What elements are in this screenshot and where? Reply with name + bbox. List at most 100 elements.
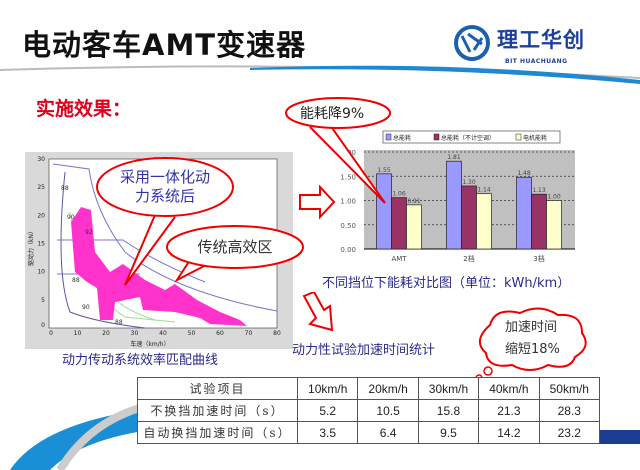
map-ytick: 25 [37, 184, 45, 191]
bar [476, 193, 492, 250]
table-row: 不换挡加速时间（s） 5.2 10.5 15.8 21.3 28.3 [137, 399, 601, 422]
table-header: 30km/h [417, 377, 480, 400]
bar [516, 176, 532, 250]
callout-old-text: 传统高效区 [197, 238, 273, 256]
table-header: 50km/h [538, 377, 601, 400]
map-ytick: 20 [37, 212, 45, 219]
legend-swatch [433, 133, 440, 141]
arrow-down-right-icon [302, 292, 334, 332]
cloud-callout-icon [471, 307, 587, 385]
contour-label: 88 [72, 277, 80, 284]
map-xtick: 50 [188, 330, 196, 337]
table-cell: 10.5 [357, 399, 419, 422]
legend-label: 电机能耗 [523, 134, 547, 142]
contour-label: 88 [61, 185, 69, 192]
map-xtick: 60 [216, 330, 224, 337]
callouts-map [96, 157, 304, 286]
table-cell: 28.3 [538, 399, 601, 422]
callout-energy-pointer [309, 124, 386, 204]
table-header: 20km/h [357, 377, 419, 400]
table-row: 自动换挡加速时间（s） 3.5 6.4 9.5 14.2 23.2 [137, 421, 601, 444]
logo-subtext: BIT HUACHUANG [505, 58, 568, 65]
data-label: 1.13 [532, 187, 546, 194]
map-xtick: 20 [102, 330, 110, 337]
data-label: 1.48 [517, 170, 531, 177]
cloud-callout-text: 加速时间 缩短18% [505, 317, 560, 361]
map-ytick: 0 [41, 322, 45, 329]
map-ytick: 5 [41, 297, 45, 304]
table-header: 40km/h [478, 377, 540, 400]
map-xtick: 70 [245, 330, 253, 337]
data-label: 1.55 [377, 167, 391, 174]
contour-label: 92 [85, 229, 93, 236]
accel-table: 试验项目 10km/h 20km/h 30km/h 40km/h 50km/h … [137, 377, 601, 444]
bar-chart-caption: 不同挡位下能耗对比图（单位：kWh/km） [322, 276, 571, 291]
table-cell: 9.5 [417, 421, 480, 444]
table-cell: 21.3 [478, 399, 540, 422]
x-tick-label: AMT [391, 255, 407, 263]
bar [461, 185, 477, 250]
callout-energy-text: 能耗降9% [300, 106, 365, 122]
cloud-line-1: 加速时间 [505, 320, 558, 335]
x-tick-label: 3档 [533, 254, 544, 263]
table-cell: 不换挡加速时间（s） [137, 399, 298, 422]
legend-label: 总能耗 [393, 134, 411, 142]
page-title: 电动客车AMT变速器 [22, 28, 307, 62]
y-tick-label: 0.50 [340, 222, 356, 230]
logo-text: 理工华创 [497, 28, 585, 52]
callout-old-bubble [166, 225, 304, 269]
efficiency-curve [57, 239, 206, 283]
contour-label: 88 [115, 319, 123, 326]
data-label: 1.06 [392, 191, 406, 198]
efficiency-map: 0 10 20 30 40 50 60 70 80 0 5 10 15 20 25 30 车速（km/h） 驱… [25, 152, 293, 349]
section-title: 实施效果： [36, 98, 132, 120]
callout-new-pointer [124, 214, 176, 286]
x-tick-label: 2档 [463, 254, 474, 263]
bar [406, 204, 422, 250]
map-xtick: 30 [131, 330, 139, 337]
map-xtick: 0 [49, 330, 53, 337]
table-cell: 自动换挡加速时间（s） [137, 421, 298, 444]
bar [546, 200, 562, 250]
energy-bar-chart: 0.000.501.001.502.00 1.551.060.91AMT1.81… [340, 130, 575, 263]
cloud-line-2: 缩短18% [505, 342, 560, 357]
contour-label: 90 [82, 304, 90, 311]
data-label: 1.14 [477, 187, 491, 194]
table-cell: 23.2 [538, 421, 601, 444]
map-ytick: 30 [37, 156, 45, 163]
callout-new-bubble [96, 157, 234, 217]
table-cell: 15.8 [417, 399, 480, 422]
legend-label: 总能耗（不计空调） [441, 134, 495, 142]
arrow-right-icon [299, 185, 336, 220]
logo-icon [454, 25, 490, 61]
map-xlabel: 车速（km/h） [130, 340, 169, 348]
map-xtick: 10 [74, 330, 82, 337]
table-header: 10km/h [296, 377, 359, 400]
callout-new-text: 采用一体化动力系统后 [119, 168, 210, 205]
table-cell: 5.2 [296, 399, 359, 422]
callout-energy-bubble [285, 97, 391, 129]
map-xtick: 80 [273, 330, 281, 337]
accel-caption: 动力性试验加速时间统计 [292, 343, 436, 358]
bar [531, 193, 547, 250]
bar [446, 160, 462, 250]
legend-swatch [515, 133, 522, 141]
data-label: 0.91 [407, 198, 421, 205]
data-label: 1.00 [547, 194, 561, 201]
map-ytick: 15 [37, 241, 45, 248]
map-caption: 动力传动系统效率匹配曲线 [62, 353, 219, 368]
header-swoosh-blue [250, 65, 640, 84]
high-efficiency-region-new [71, 207, 247, 326]
footer-band [600, 430, 640, 444]
efficiency-curve [60, 171, 146, 329]
y-tick-label: 0.00 [340, 246, 356, 254]
legend-swatch [385, 133, 392, 141]
table-header: 试验项目 [137, 377, 298, 400]
contour-label: 90 [67, 214, 75, 221]
table-cell: 6.4 [357, 421, 419, 444]
y-tick-label: 1.00 [340, 198, 356, 206]
y-tick-label: 1.50 [340, 173, 356, 181]
efficiency-curve [52, 163, 278, 312]
map-ylabel: 驱动力（kN） [27, 228, 35, 266]
data-label: 1.30 [462, 179, 476, 186]
